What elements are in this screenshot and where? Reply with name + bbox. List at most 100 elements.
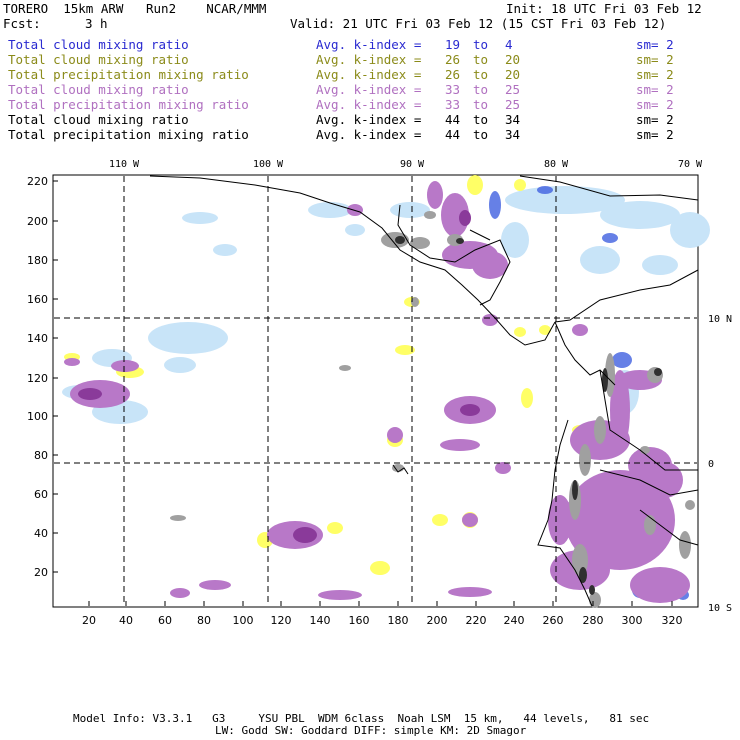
purple-cloud-area xyxy=(64,358,80,366)
coastline xyxy=(639,509,699,546)
purple-cloud-area xyxy=(318,590,362,600)
yellow-precip-area xyxy=(514,327,526,337)
x-tick-label: 220 xyxy=(466,614,487,627)
init-time: Init: 18 UTC Fri 03 Feb 12 xyxy=(506,1,702,16)
run-title: TORERO 15km ARW Run2 NCAR/MMM xyxy=(3,1,267,16)
legend-kindex-label: Avg. k-index = xyxy=(316,112,422,127)
x-tick-label: 180 xyxy=(388,614,409,627)
gray-cloud-area xyxy=(589,592,601,608)
legend-smoothing: sm= 2 xyxy=(636,97,674,112)
legend-kindex-from: 19 xyxy=(445,37,461,52)
legend-kindex-to: 20 xyxy=(505,67,521,82)
yellow-precip-area xyxy=(370,561,390,575)
purple-cloud-core xyxy=(459,210,471,226)
blue-cloud-area xyxy=(390,202,430,218)
blue-cloud-core xyxy=(537,186,553,194)
forecast-label: Fcst: xyxy=(3,16,41,31)
x-tick-label: 140 xyxy=(310,614,331,627)
legend-kindex-to: 34 xyxy=(505,127,521,142)
dark-cloud-core xyxy=(572,480,578,500)
legend-kindex-from: 26 xyxy=(445,67,461,82)
purple-cloud-area xyxy=(427,181,443,209)
legend-kindex-to-word: to xyxy=(473,37,489,52)
purple-cloud-area xyxy=(448,587,492,597)
x-tick-label: 240 xyxy=(504,614,525,627)
coastline xyxy=(397,204,511,306)
blue-cloud-area xyxy=(164,357,196,373)
blue-cloud-core xyxy=(489,191,501,219)
cloud-fields-layer xyxy=(62,175,710,608)
yellow-precip-area xyxy=(539,325,551,335)
x-tick-label: 280 xyxy=(583,614,604,627)
dark-cloud-core xyxy=(395,236,405,244)
legend-smoothing: sm= 2 xyxy=(636,37,674,52)
legend-kindex-label: Avg. k-index = xyxy=(316,127,422,142)
legend-kindex-to-word: to xyxy=(473,97,489,112)
legend-kindex-to: 20 xyxy=(505,52,521,67)
purple-cloud-area xyxy=(565,470,675,570)
coastline xyxy=(537,419,593,607)
legend-kindex-to-word: to xyxy=(473,127,489,142)
y-tick-label: 100 xyxy=(27,410,48,423)
physics-info: LW: Godd SW: Goddard DIFF: simple KM: 2D… xyxy=(215,724,527,737)
blue-cloud-area xyxy=(148,322,228,354)
latitude-label: 0 xyxy=(708,459,714,470)
blue-cloud-area xyxy=(345,224,365,236)
y-tick-label: 200 xyxy=(27,215,48,228)
legend-field-name: Total cloud mixing ratio xyxy=(8,37,189,52)
legend-kindex-label: Avg. k-index = xyxy=(316,67,422,82)
gray-cloud-area xyxy=(410,237,430,249)
blue-cloud-area xyxy=(505,186,625,214)
coastline xyxy=(149,175,556,346)
valid-time: Valid: 21 UTC Fri 03 Feb 12 (15 CST Fri … xyxy=(290,16,667,31)
blue-cloud-area xyxy=(308,202,352,218)
yellow-precip-area xyxy=(327,522,343,534)
purple-cloud-area xyxy=(387,427,403,443)
legend-field-name: Total precipitation mixing ratio xyxy=(8,67,249,82)
legend-kindex-to-word: to xyxy=(473,82,489,97)
legend-kindex-to-word: to xyxy=(473,112,489,127)
legend-smoothing: sm= 2 xyxy=(636,82,674,97)
gray-cloud-area xyxy=(411,297,419,307)
coastline xyxy=(469,229,491,241)
blue-cloud-area xyxy=(213,244,237,256)
coastline xyxy=(519,175,699,201)
x-tick-label: 100 xyxy=(233,614,254,627)
legend-field-name: Total precipitation mixing ratio xyxy=(8,97,249,112)
dark-cloud-core xyxy=(654,368,662,376)
x-tick-label: 260 xyxy=(543,614,564,627)
y-tick-label: 180 xyxy=(27,254,48,267)
blue-cloud-core xyxy=(612,352,632,368)
purple-cloud-area xyxy=(647,462,683,498)
x-tick-label: 80 xyxy=(197,614,211,627)
forecast-hours: 3 h xyxy=(85,16,108,31)
longitude-label: 70 W xyxy=(678,159,703,170)
purple-cloud-area xyxy=(462,513,478,527)
y-tick-label: 120 xyxy=(27,372,48,385)
gray-cloud-area xyxy=(170,515,186,521)
yellow-precip-area xyxy=(521,388,533,408)
yellow-precip-area xyxy=(432,514,448,526)
blue-cloud-area xyxy=(642,255,678,275)
purple-cloud-area xyxy=(482,314,498,326)
model-info: Model Info: V3.3.1 G3 YSU PBL WDM 6class… xyxy=(73,712,650,725)
blue-cloud-core xyxy=(602,233,618,243)
y-tick-label: 160 xyxy=(27,293,48,306)
blue-cloud-area xyxy=(670,212,710,248)
yellow-precip-area xyxy=(395,345,415,355)
yellow-precip-area xyxy=(467,175,483,195)
purple-cloud-area xyxy=(572,324,588,336)
yellow-precip-area xyxy=(514,179,526,191)
gray-cloud-area xyxy=(685,500,695,510)
legend-kindex-to: 4 xyxy=(505,37,513,52)
longitude-label: 80 W xyxy=(544,159,569,170)
gray-cloud-area xyxy=(679,531,691,559)
x-tick-label: 20 xyxy=(82,614,96,627)
longitude-label: 100 W xyxy=(253,159,284,170)
longitude-label: 90 W xyxy=(400,159,425,170)
y-tick-label: 140 xyxy=(27,332,48,345)
galapagos-islands xyxy=(392,464,409,475)
x-tick-label: 320 xyxy=(662,614,683,627)
purple-cloud-area xyxy=(495,462,511,474)
lat-lon-grid xyxy=(54,176,697,606)
